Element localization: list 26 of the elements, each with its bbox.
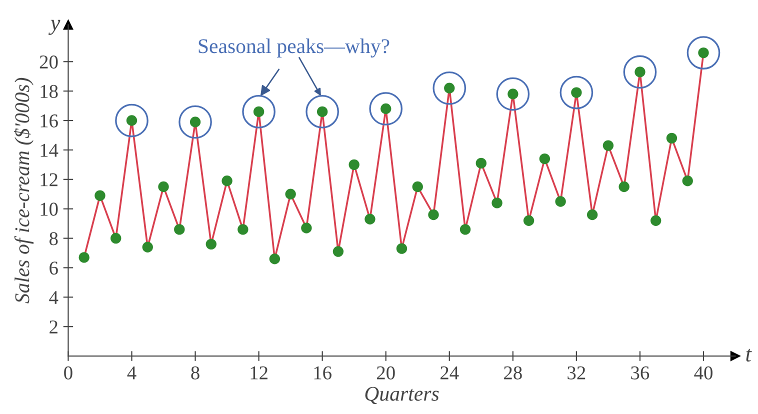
y-tick-label: 20 — [40, 55, 58, 69]
text: y — [48, 20, 60, 35]
y-axis-title: Sales of ice-cream ($'000s) — [14, 78, 34, 304]
x-tick-label: 8 — [191, 366, 200, 380]
x-tick-label: 0 — [64, 366, 72, 380]
x-tick-label: 36 — [631, 366, 650, 380]
y-tick-label: 16 — [40, 114, 58, 128]
annotation: Seasonal peaks—why? — [198, 38, 390, 58]
y-tick-label: 6 — [50, 262, 58, 275]
y-tick-label: 18 — [40, 84, 58, 98]
y-tick-label: 14 — [40, 144, 58, 157]
x-tick-label: 24 — [440, 366, 459, 380]
x-tick-label: 4 — [127, 366, 136, 380]
x-tick-label: 12 — [250, 366, 268, 380]
y-tick-label: 2 — [50, 320, 58, 334]
x-tick-label: 40 — [694, 366, 712, 380]
x-tick-label: 28 — [504, 366, 522, 380]
x-tick-label: 20 — [376, 366, 395, 380]
y-tick-label: 8 — [50, 232, 58, 246]
y-tick-label: 10 — [40, 202, 58, 216]
x-tick-label: 32 — [568, 366, 586, 380]
y-tick-label: 12 — [40, 173, 58, 186]
text: t — [746, 348, 752, 362]
x-tick-label: 16 — [314, 366, 332, 380]
y-tick-label: 4 — [49, 291, 58, 304]
x-axis-title: Quarters — [365, 386, 439, 404]
